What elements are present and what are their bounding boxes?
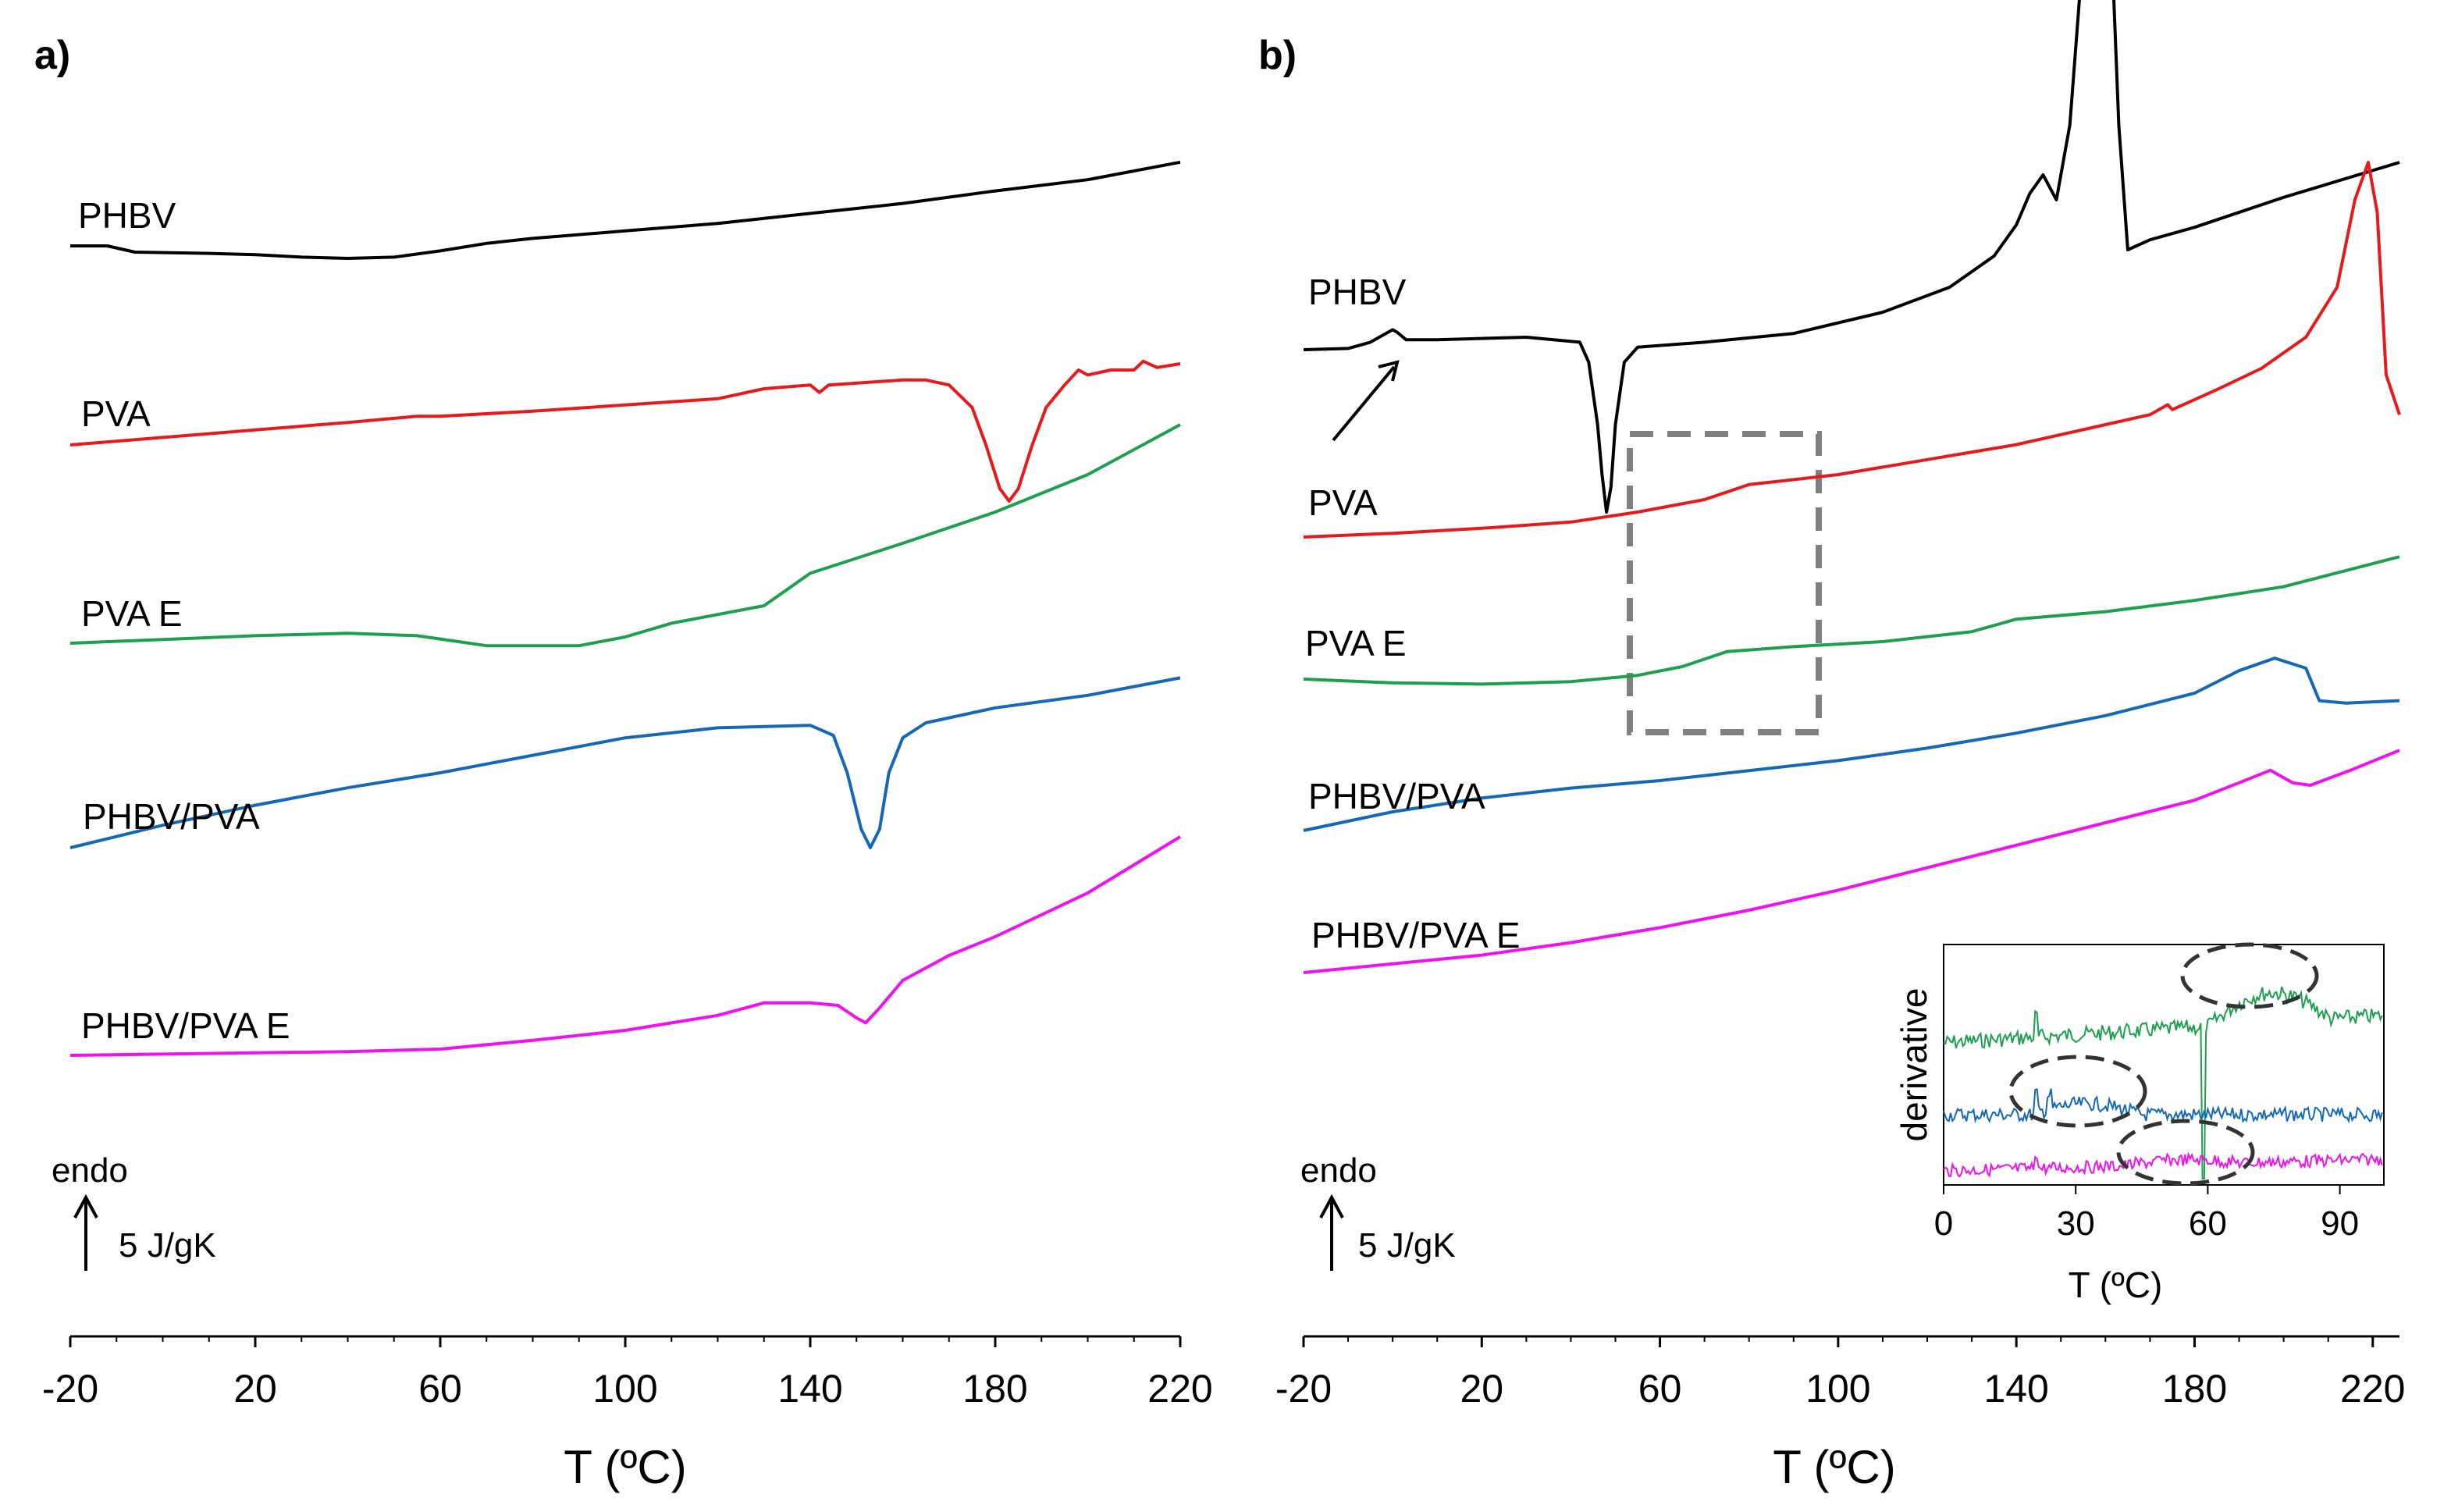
curve-phbv-pva xyxy=(69,676,1181,849)
panel-b: b) PHBV PVA PVA E PHBV/PVA PHBV/PVA E en… xyxy=(1258,0,2405,1493)
x-tick-label: 180 xyxy=(2162,1367,2227,1411)
series-label-pva-b: PVA xyxy=(1308,482,1378,523)
panel-b-curves xyxy=(1303,0,2401,974)
inset-x-axis: 0 30 60 90 xyxy=(1934,1185,2359,1243)
curve-pva xyxy=(1303,161,2401,539)
inset-x-label: T (ºC) xyxy=(2069,1265,2163,1305)
scale-value-b: 5 J/gK xyxy=(1358,1226,1456,1265)
scale-bar-b: endo 5 J/gK xyxy=(1300,1151,1456,1271)
panel-b-label: b) xyxy=(1258,33,1297,78)
series-label-phbv-b: PHBV xyxy=(1308,272,1407,312)
curve-phbv-pva-e xyxy=(1303,749,2400,974)
x-tick-label: -20 xyxy=(1275,1367,1332,1411)
curve-pva-e xyxy=(69,423,1181,648)
scale-arrow-head-b xyxy=(1319,1194,1344,1218)
inset-x-tick-label: 30 xyxy=(2057,1204,2095,1243)
scale-arrow-head-a xyxy=(73,1194,98,1218)
curve-phbv xyxy=(1303,0,2400,514)
endo-label-b: endo xyxy=(1300,1151,1377,1190)
inset-x-tick-label: 0 xyxy=(1934,1204,1953,1243)
highlight-box xyxy=(1627,431,1822,735)
series-label-phbv-pva-b: PHBV/PVA xyxy=(1308,776,1485,816)
tg-annotation-arrow-head xyxy=(1378,360,1400,382)
curve-phbv-pva-e xyxy=(69,835,1182,1057)
inset-x-tick-label: 60 xyxy=(2189,1204,2227,1243)
x-tick-label: -20 xyxy=(42,1367,98,1411)
series-label-pva-a: PVA xyxy=(81,393,151,434)
inset-curve-pva-e xyxy=(1943,986,2383,1179)
x-axis-b: -20 20 60 100 140 180 220 xyxy=(1275,1335,2405,1411)
x-tick-label: 100 xyxy=(592,1367,657,1411)
x-axis-a: -20 20 60 100 140 180 220 xyxy=(42,1335,1213,1411)
series-label-phbv-pva-e-a: PHBV/PVA E xyxy=(81,1005,290,1046)
tg-annotation-arrow xyxy=(1332,365,1396,442)
x-tick-label: 20 xyxy=(233,1367,277,1411)
x-tick-label: 20 xyxy=(1460,1367,1503,1411)
series-label-pva-e-a: PVA E xyxy=(81,593,183,634)
series-label-phbv-pva-a: PHBV/PVA xyxy=(83,796,260,837)
x-axis-title-a: T (ºC) xyxy=(564,1441,686,1493)
inset-y-label: derivative xyxy=(1894,988,1934,1142)
scale-bar-a: endo 5 J/gK xyxy=(52,1151,216,1271)
x-tick-label: 180 xyxy=(962,1367,1027,1411)
scale-value-a: 5 J/gK xyxy=(119,1226,216,1265)
endo-label-a: endo xyxy=(52,1151,128,1190)
x-tick-label: 60 xyxy=(418,1367,462,1411)
derivative-inset: derivative 0 30 60 90 T (ºC) xyxy=(1894,942,2385,1305)
panel-a-label: a) xyxy=(34,33,70,78)
panel-a-curves xyxy=(69,160,1182,1057)
inset-curve-phbv-pva-e xyxy=(1943,1151,2383,1178)
x-tick-label: 60 xyxy=(1638,1367,1682,1411)
panel-a: a) PHBV PVA PVA E PHBV/PVA PHBV/PVA E en… xyxy=(34,33,1213,1493)
x-tick-label: 100 xyxy=(1805,1367,1870,1411)
inset-frame xyxy=(1943,944,2385,1186)
x-tick-label: 140 xyxy=(1983,1367,2048,1411)
inset-highlight-phbv-pva-e xyxy=(2116,1119,2255,1186)
inset-x-tick-label: 90 xyxy=(2321,1204,2359,1243)
x-tick-label: 220 xyxy=(2340,1367,2405,1411)
curve-pva xyxy=(69,359,1181,503)
inset-highlight-phbv-pva xyxy=(2008,1055,2147,1128)
series-label-pva-e-b: PVA E xyxy=(1305,623,1407,664)
series-label-phbv-pva-e-b: PHBV/PVA E xyxy=(1311,915,1521,955)
curve-pva-e xyxy=(1303,555,2400,686)
inset-highlight-pva-e xyxy=(2180,942,2319,1009)
x-tick-label: 220 xyxy=(1147,1367,1212,1411)
inset-curve-phbv-pva xyxy=(1943,1087,2383,1124)
curve-phbv-pva xyxy=(1303,656,2400,832)
series-label-phbv-a: PHBV xyxy=(78,195,176,236)
x-axis-title-b: T (ºC) xyxy=(1773,1441,1895,1493)
inset-curves xyxy=(1943,986,2383,1179)
curve-phbv xyxy=(70,160,1181,260)
x-tick-label: 140 xyxy=(777,1367,842,1411)
